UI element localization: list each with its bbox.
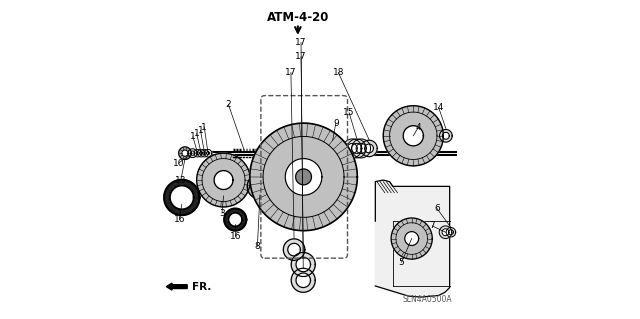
Polygon shape xyxy=(284,239,305,260)
Text: 16: 16 xyxy=(230,232,241,241)
Text: 13: 13 xyxy=(175,175,187,185)
Text: 18: 18 xyxy=(333,68,344,77)
Polygon shape xyxy=(351,143,362,153)
Polygon shape xyxy=(403,126,424,146)
Polygon shape xyxy=(347,139,366,158)
Text: 15: 15 xyxy=(343,108,355,117)
Polygon shape xyxy=(194,149,202,157)
Polygon shape xyxy=(347,143,357,153)
Polygon shape xyxy=(404,232,419,246)
Polygon shape xyxy=(196,152,199,155)
Polygon shape xyxy=(182,150,188,156)
FancyArrow shape xyxy=(166,283,187,290)
Polygon shape xyxy=(201,149,209,157)
Polygon shape xyxy=(204,149,212,157)
Text: 14: 14 xyxy=(433,103,444,112)
Polygon shape xyxy=(365,144,374,153)
Text: SLN4A0500A: SLN4A0500A xyxy=(403,295,452,304)
Polygon shape xyxy=(383,106,444,166)
Polygon shape xyxy=(196,153,250,207)
Polygon shape xyxy=(188,149,197,158)
Text: FR.: FR. xyxy=(192,282,211,292)
Text: 2: 2 xyxy=(225,100,231,109)
Polygon shape xyxy=(291,268,316,292)
Text: 10: 10 xyxy=(173,159,184,168)
Polygon shape xyxy=(449,230,454,235)
Polygon shape xyxy=(442,132,449,139)
Text: 3: 3 xyxy=(219,209,225,218)
Text: 1: 1 xyxy=(202,123,207,132)
Polygon shape xyxy=(179,147,191,160)
Polygon shape xyxy=(253,179,267,193)
Text: 1: 1 xyxy=(198,126,204,135)
Text: 17: 17 xyxy=(295,52,307,61)
Text: 9: 9 xyxy=(333,119,339,128)
Text: 8: 8 xyxy=(255,242,260,251)
Polygon shape xyxy=(197,149,205,157)
Polygon shape xyxy=(442,229,449,236)
Polygon shape xyxy=(296,257,310,272)
Polygon shape xyxy=(356,143,366,153)
Polygon shape xyxy=(296,169,312,185)
Polygon shape xyxy=(170,185,194,210)
Polygon shape xyxy=(440,130,452,142)
Polygon shape xyxy=(375,180,450,297)
Polygon shape xyxy=(361,140,377,157)
Polygon shape xyxy=(446,227,456,237)
Polygon shape xyxy=(250,123,357,231)
Polygon shape xyxy=(200,152,203,155)
Polygon shape xyxy=(343,139,362,158)
Polygon shape xyxy=(291,252,316,277)
Text: 5: 5 xyxy=(399,258,404,267)
Polygon shape xyxy=(214,171,233,189)
Polygon shape xyxy=(247,174,273,199)
Polygon shape xyxy=(207,152,210,155)
Polygon shape xyxy=(203,152,206,155)
Polygon shape xyxy=(439,226,452,239)
Polygon shape xyxy=(228,213,242,226)
Polygon shape xyxy=(296,273,310,287)
Text: 17: 17 xyxy=(285,68,297,77)
Text: ATM-4-20: ATM-4-20 xyxy=(267,11,329,24)
Text: 6: 6 xyxy=(434,204,440,213)
Polygon shape xyxy=(190,151,195,155)
Text: 4: 4 xyxy=(415,123,421,132)
Text: 1: 1 xyxy=(194,129,200,138)
Polygon shape xyxy=(288,243,300,256)
Text: 17: 17 xyxy=(295,38,307,47)
Text: 7: 7 xyxy=(429,221,435,230)
Polygon shape xyxy=(285,159,322,195)
Polygon shape xyxy=(164,180,200,215)
Text: 16: 16 xyxy=(173,215,185,224)
Polygon shape xyxy=(224,209,246,231)
Text: 1: 1 xyxy=(190,132,196,141)
Polygon shape xyxy=(391,218,432,259)
Polygon shape xyxy=(351,139,371,158)
